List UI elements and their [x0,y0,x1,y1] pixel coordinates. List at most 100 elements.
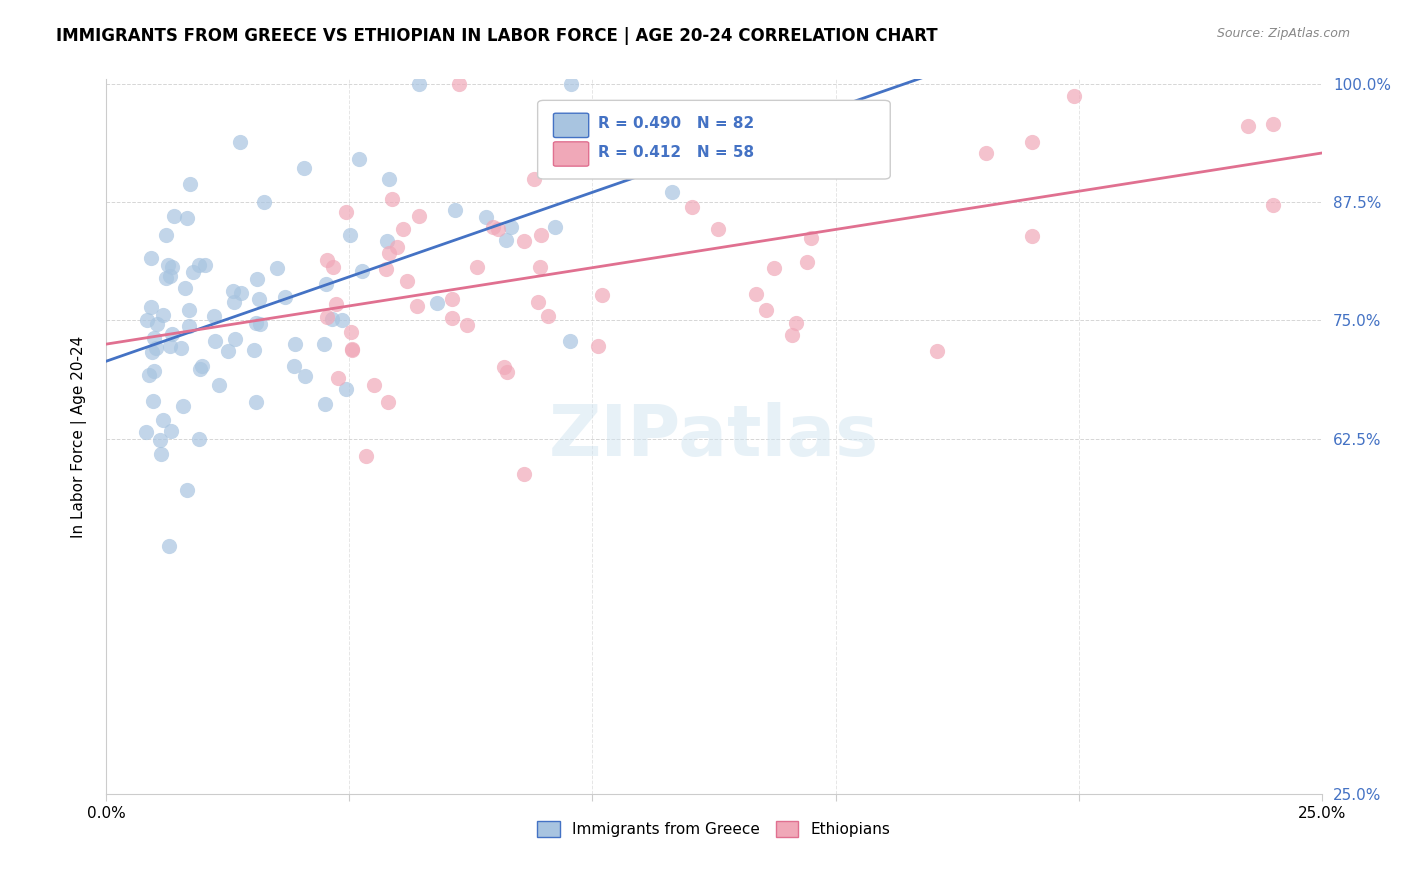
Point [202,310,225,324]
Point [766,147,789,161]
Legend: Immigrants from Greece, Ethiopians: Immigrants from Greece, Ethiopians [531,815,897,844]
Point [143,364,166,378]
Point [406,299,429,313]
Point [177,319,200,334]
Point [181,265,204,279]
Point [155,271,177,285]
Text: R = 0.412   N = 58: R = 0.412 N = 58 [599,145,755,160]
Point [377,395,399,409]
Point [179,178,201,192]
Point [512,234,534,248]
Point [974,146,997,161]
Point [315,252,337,267]
Point [377,246,399,260]
Point [340,326,363,340]
Point [160,424,183,438]
Point [155,228,177,243]
Point [159,268,181,283]
FancyBboxPatch shape [554,142,589,166]
Point [157,539,180,553]
Point [339,228,361,243]
Point [194,258,217,272]
Text: ZIPatlas: ZIPatlas [548,402,879,471]
Point [177,302,200,317]
Point [340,343,363,357]
Point [651,148,673,162]
Point [449,77,471,91]
Point [245,394,267,409]
Text: R = 0.490   N = 82: R = 0.490 N = 82 [599,117,755,131]
Point [612,133,634,147]
Point [245,316,267,330]
Point [391,222,413,236]
Point [706,222,728,236]
Point [513,467,536,481]
Point [152,308,174,322]
Point [335,382,357,396]
Point [444,202,467,217]
Point [1021,135,1043,149]
Point [160,326,183,341]
Point [224,295,246,310]
Point [266,261,288,276]
Point [326,371,349,385]
Point [800,231,823,245]
Point [426,296,449,310]
Point [661,185,683,199]
Point [1021,229,1043,244]
Point [363,378,385,392]
Point [252,195,274,210]
Point [349,152,371,166]
Point [176,483,198,497]
Point [1063,89,1085,103]
FancyBboxPatch shape [537,100,890,179]
Point [139,251,162,265]
Point [284,337,307,351]
Point [330,313,353,327]
Point [527,295,550,310]
FancyBboxPatch shape [554,113,589,137]
Point [537,309,560,323]
Point [191,359,214,373]
Point [152,413,174,427]
Point [375,234,398,248]
Point [385,240,408,254]
Point [475,211,498,225]
Point [160,260,183,275]
Point [217,344,239,359]
Point [352,264,374,278]
Point [499,220,522,235]
Text: IMMIGRANTS FROM GREECE VS ETHIOPIAN IN LABOR FORCE | AGE 20-24 CORRELATION CHART: IMMIGRANTS FROM GREECE VS ETHIOPIAN IN L… [56,27,938,45]
Point [762,261,785,276]
Point [381,193,404,207]
Point [138,368,160,382]
Point [796,255,818,269]
Point [1263,198,1285,212]
Point [681,200,703,214]
Text: Source: ZipAtlas.com: Source: ZipAtlas.com [1216,27,1350,40]
Point [229,135,252,149]
Point [170,342,193,356]
Point [143,331,166,345]
Point [224,332,246,346]
Point [314,336,336,351]
Point [486,222,509,236]
Point [408,77,430,91]
Point [135,425,157,440]
Point [283,359,305,373]
Y-axis label: In Labor Force | Age 20-24: In Labor Force | Age 20-24 [72,335,87,538]
Point [149,434,172,448]
Point [544,220,567,235]
Point [190,362,212,376]
Point [322,260,344,274]
Point [395,274,418,288]
Point [204,334,226,349]
Point [163,209,186,223]
Point [246,272,269,286]
Point [927,344,949,359]
Point [745,286,768,301]
Point [142,394,165,409]
Point [208,378,231,392]
Point [159,339,181,353]
Point [176,211,198,225]
